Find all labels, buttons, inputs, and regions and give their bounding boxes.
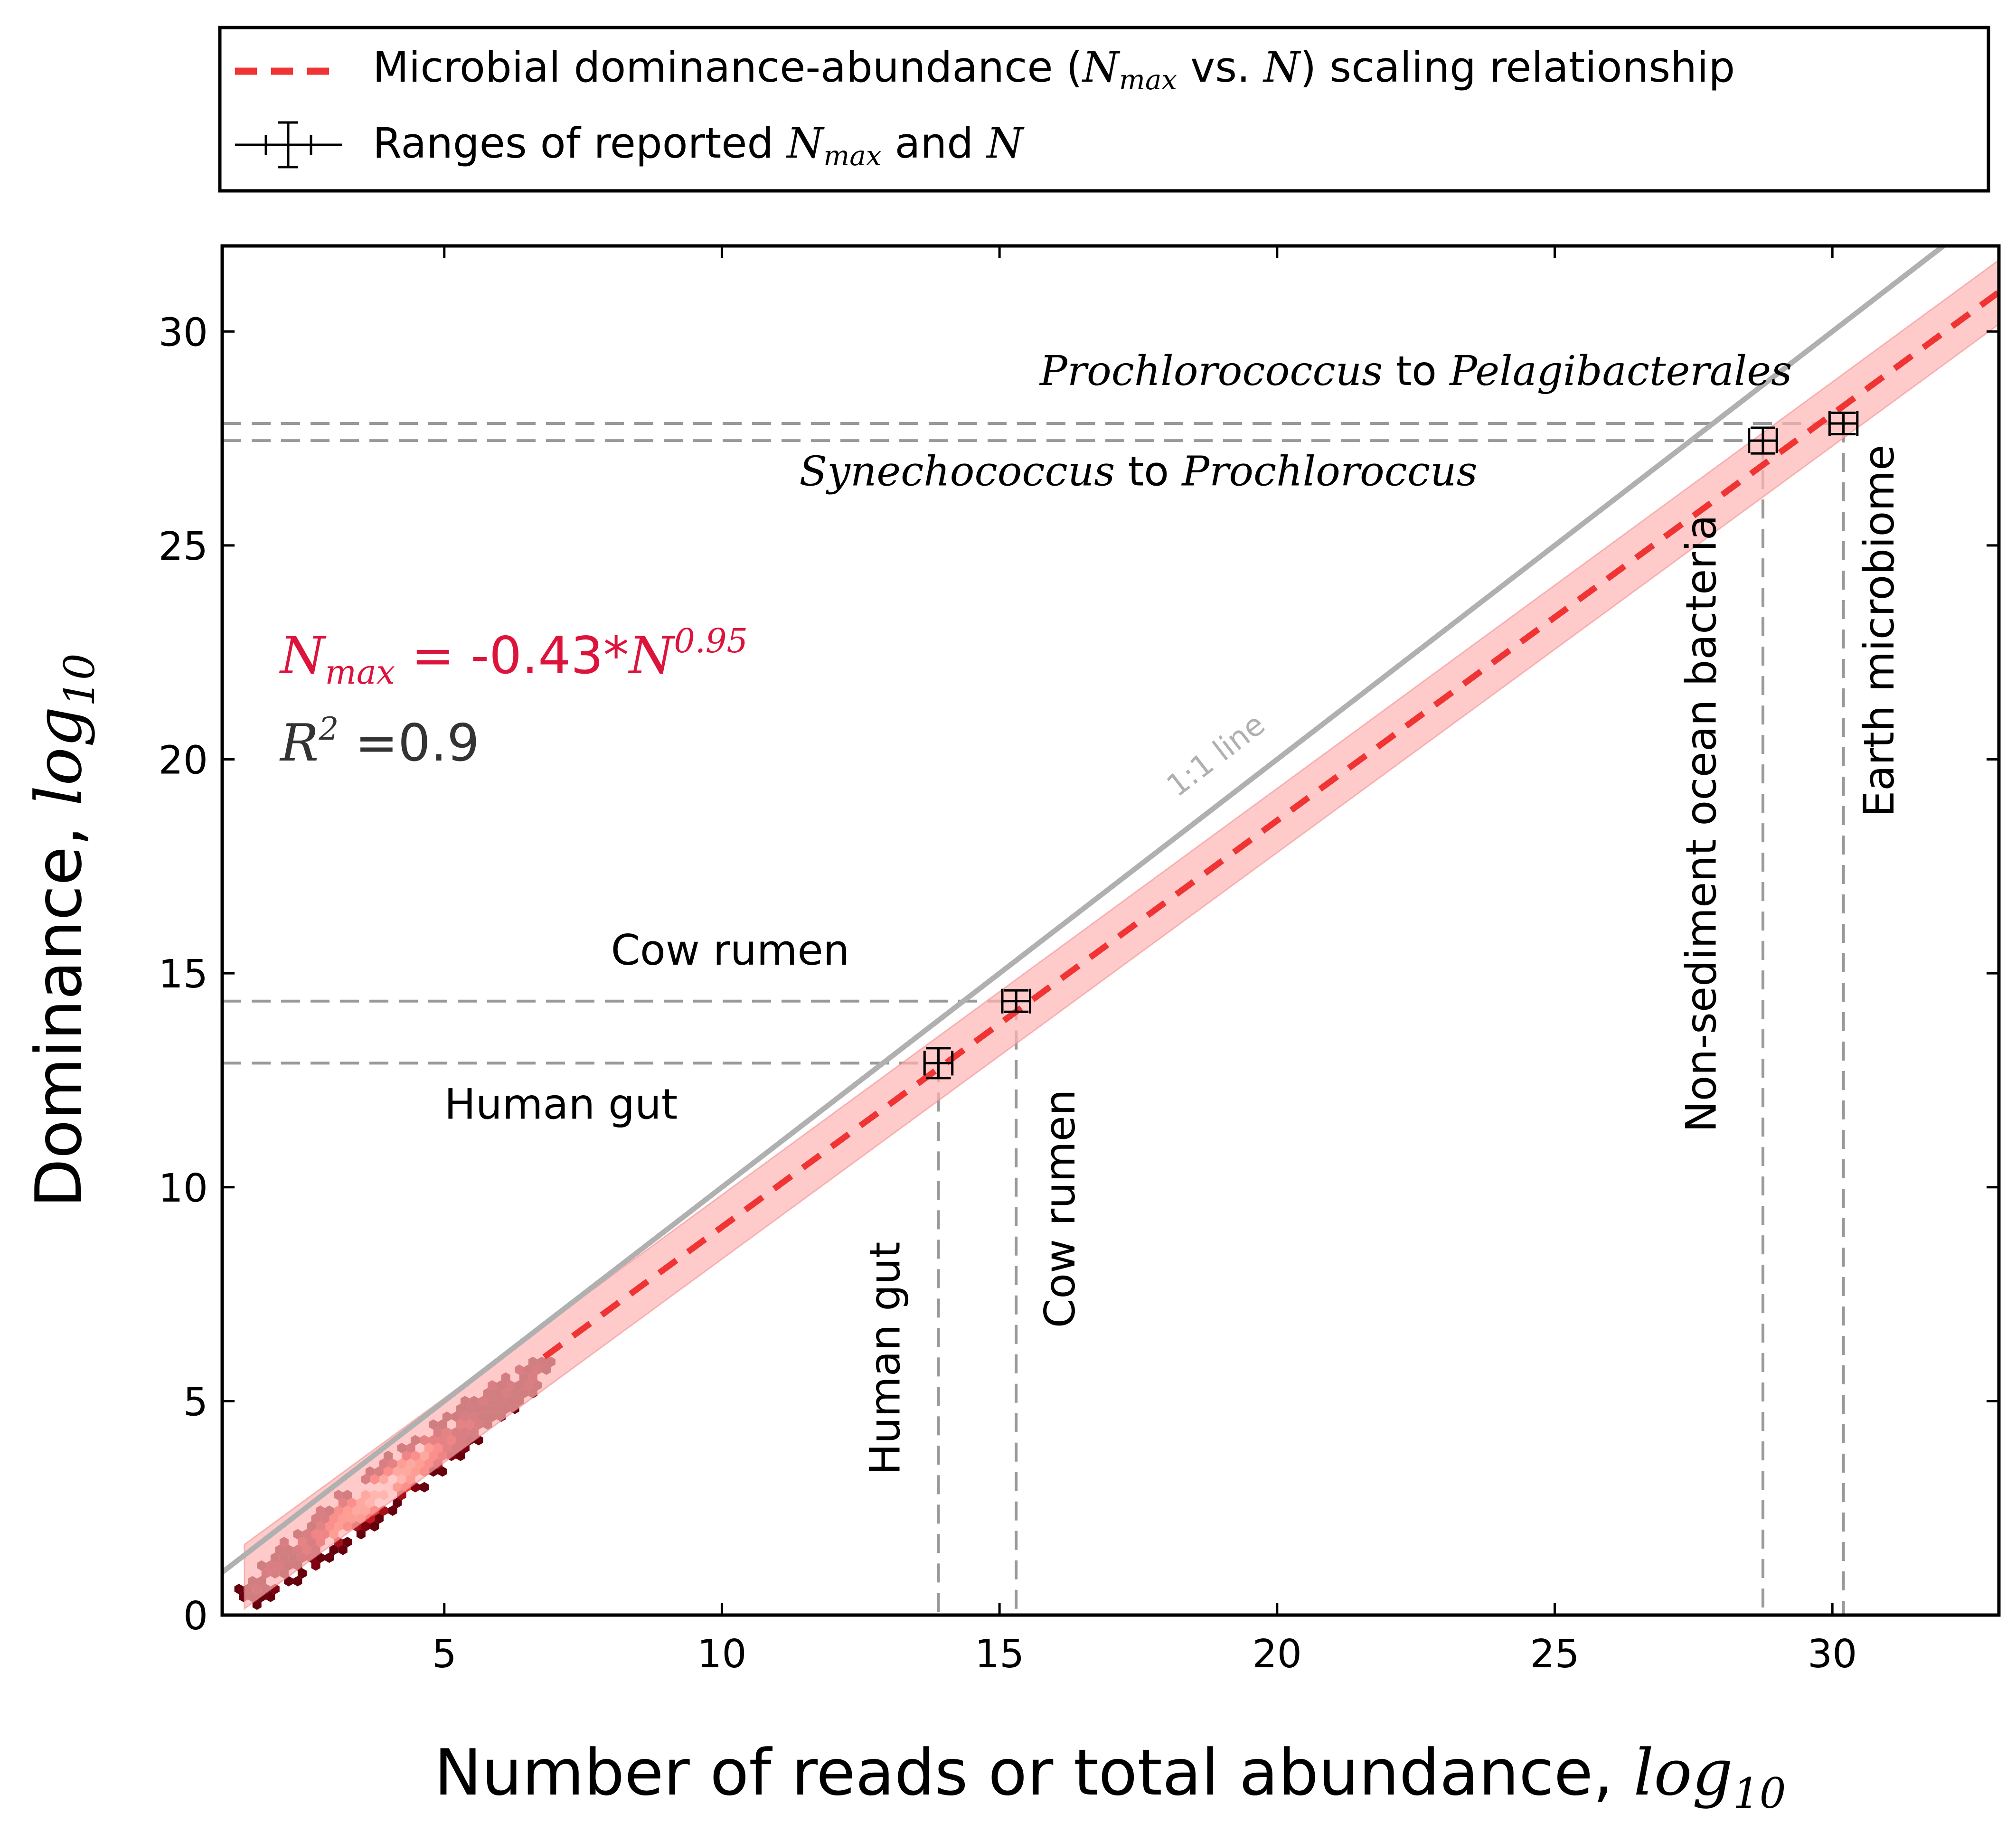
y-tick-label: 25 — [159, 524, 208, 569]
guide-lines — [222, 422, 1845, 1615]
hexbin-cell — [338, 1544, 348, 1555]
errorbar-point — [1001, 988, 1031, 1014]
hexbin-cell — [234, 1584, 244, 1595]
x-tick-label: 25 — [1530, 1632, 1579, 1677]
legend-ranges-label: Ranges of reported Nmax and N — [373, 119, 1025, 172]
annotation-ocean-label: Synechococcus to Prochloroccus — [799, 448, 1477, 496]
one-to-one-line — [222, 246, 1948, 1575]
annotation-vertical-label: Human gut — [861, 1242, 910, 1475]
x-tick-label: 5 — [432, 1632, 457, 1677]
legend: Microbial dominance-abundance (Nmax vs. … — [218, 26, 1990, 193]
x-tick-label: 10 — [697, 1632, 746, 1677]
annotation-ocean-label: Prochlorococcus to Pelagibacterales — [1039, 348, 1792, 395]
errorbar-point — [923, 1047, 954, 1080]
hexbin-cell — [456, 1450, 465, 1461]
x-tick-label: 15 — [975, 1632, 1024, 1677]
legend-errorbar-swatch — [235, 121, 342, 169]
x-axis-ticks: 5 10 15 20 25 30 — [432, 246, 1857, 1677]
y-axis-ticks: 0 5 10 15 20 25 30 — [159, 310, 1999, 1639]
hexbin-cell — [266, 1591, 275, 1602]
hexbin-cell — [420, 1482, 429, 1493]
annotation-label: Cow rumen — [611, 926, 850, 975]
y-axis-label: Dominance, log10 — [22, 653, 104, 1208]
hexbin-cell — [293, 1576, 302, 1587]
annotation-vertical-label: Cow rumen — [1036, 1089, 1084, 1328]
hexbin-cell — [388, 1505, 397, 1516]
hexbin-cell — [343, 1537, 352, 1548]
x-axis-label: Number of reads or total abundance, log1… — [434, 1736, 1786, 1818]
plot-content — [222, 246, 1999, 1615]
y-tick-label: 5 — [183, 1380, 208, 1425]
r-squared-label: R2 =0.9 — [279, 711, 480, 773]
annotation-vertical-label: Non-sediment ocean bacteria — [1677, 515, 1726, 1132]
fit-line — [542, 290, 1999, 1360]
errorbar-points — [923, 411, 1859, 1080]
errorbar-point — [1748, 426, 1778, 455]
x-tick-label: 30 — [1808, 1632, 1857, 1677]
y-tick-label: 10 — [159, 1166, 208, 1211]
hexbin-cell — [252, 1599, 262, 1610]
hexbin-cell — [393, 1497, 402, 1508]
annotations: Cow rumen Human gut Human gut Cow rumen Non-… — [444, 348, 1903, 1475]
errorbar-point — [1828, 411, 1859, 436]
legend-frame — [218, 26, 1990, 193]
plot-frame — [220, 244, 2001, 1617]
hexbin-cell — [329, 1544, 339, 1555]
y-tick-label: 15 — [159, 952, 208, 997]
hexbin-cell — [297, 1568, 307, 1579]
hexbin-cell — [311, 1560, 320, 1571]
y-tick-label: 30 — [159, 310, 208, 355]
plot-area: 5 10 15 20 25 30 0 5 10 15 20 25 30 Cow rumen Human … — [159, 244, 2001, 1677]
y-tick-label: 0 — [183, 1594, 208, 1639]
x-tick-label: 20 — [1253, 1632, 1302, 1677]
annotation-vertical-label: Earth microbiome — [1855, 445, 1903, 818]
legend-fit-label: Microbial dominance-abundance (Nmax vs. … — [373, 43, 1735, 96]
hexbin-cell — [361, 1521, 370, 1532]
hexbin-cell — [356, 1529, 366, 1540]
hexbin-cell — [438, 1466, 447, 1477]
y-tick-label: 20 — [159, 738, 208, 783]
hexbin-cell — [325, 1552, 334, 1563]
hexbin-cell — [374, 1513, 384, 1524]
equation-label: Nmax = -0.43*N0.95 — [279, 621, 748, 692]
annotation-label: Human gut — [444, 1080, 678, 1129]
hexbin-cell — [370, 1521, 379, 1532]
